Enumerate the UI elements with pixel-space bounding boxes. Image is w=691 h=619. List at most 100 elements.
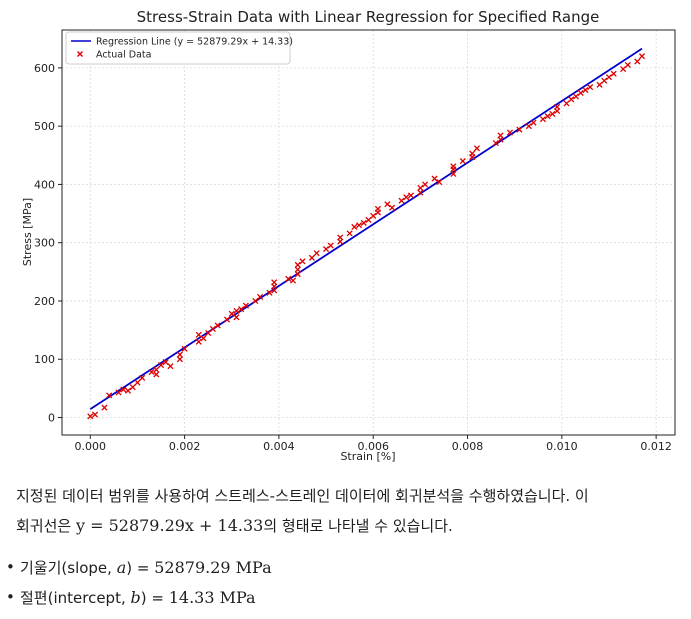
data-point-stroke [605, 74, 613, 81]
data-point [436, 179, 443, 186]
data-point-stroke [153, 366, 160, 373]
data-point-stroke [337, 234, 344, 241]
data-point-stroke [256, 293, 264, 300]
data-point-stroke [450, 163, 457, 170]
data-point-stroke [436, 179, 443, 186]
legend-box [65, 31, 291, 65]
data-point-stroke [271, 279, 278, 286]
data-point [153, 366, 160, 373]
data-point-stroke [228, 310, 235, 317]
data-point-stroke [587, 84, 594, 91]
y-tick-label: 600 [34, 62, 55, 75]
paragraph: 지정된 데이터 범위를 사용하여 스트레스-스트레인 데이터에 회귀분석을 수행… [16, 482, 681, 541]
data-point [516, 126, 523, 133]
y-tick-label: 300 [34, 237, 55, 250]
slope-value: 52879.29 MPa [154, 558, 272, 577]
data-point [294, 271, 301, 278]
data-point-stroke [530, 119, 537, 126]
data-point-stroke [285, 275, 292, 282]
data-point-stroke [327, 242, 334, 249]
data-point-stroke [554, 103, 561, 110]
chart-svg: Stress-Strain Data with Linear Regressio… [0, 0, 691, 470]
data-point [91, 411, 99, 418]
data-point-stroke [563, 100, 570, 107]
data-point-stroke [176, 356, 183, 363]
data-point [417, 184, 424, 191]
data-point [228, 310, 235, 317]
plot-frame [61, 29, 676, 436]
list-item-intercept: • 절편(intercept, b) = 14.33 MPa [6, 583, 681, 613]
data-point-stroke [134, 379, 141, 386]
data-point-stroke [129, 384, 136, 391]
legend-x-marker-icon [77, 51, 83, 57]
data-point-stroke [572, 93, 580, 100]
data-point [167, 363, 174, 370]
data-point [266, 289, 273, 296]
data-point [549, 110, 556, 117]
data-point [605, 74, 613, 81]
data-point [450, 170, 457, 177]
data-point-stroke [351, 223, 358, 231]
data-point-stroke [313, 250, 320, 257]
chart-background [0, 0, 691, 470]
data-point [506, 129, 514, 136]
data-point [209, 325, 216, 333]
data-point-stroke [101, 404, 108, 411]
data-point-stroke [403, 194, 410, 201]
data-point [620, 65, 627, 73]
data-point [238, 306, 245, 313]
data-point-stroke [459, 158, 466, 165]
paragraph-line-1: 지정된 데이터 범위를 사용하여 스트레스-스트레인 데이터에 회귀분석을 수행… [16, 487, 589, 505]
slope-label: 기울기(slope, [20, 559, 117, 577]
data-point-stroke [577, 89, 584, 96]
data-point-stroke [384, 201, 391, 208]
data-point [205, 329, 212, 337]
y-tick-label: 500 [34, 120, 55, 133]
data-point [124, 387, 132, 394]
data-point-stroke [356, 222, 363, 229]
data-point [139, 374, 146, 381]
data-point [134, 379, 141, 386]
data-point [407, 192, 414, 199]
data-point-stroke [346, 230, 353, 237]
data-point [473, 145, 481, 152]
chart-title: Stress-Strain Data with Linear Regressio… [137, 8, 600, 26]
data-point [360, 219, 367, 226]
data-point [398, 197, 405, 204]
data-point-stroke [596, 81, 603, 88]
data-point [153, 371, 160, 378]
data-point [256, 293, 264, 300]
data-point-stroke [294, 261, 301, 268]
data-point [587, 84, 594, 91]
data-point-stroke [417, 184, 424, 191]
data-point-stroke [407, 192, 414, 199]
grid-lines [62, 30, 675, 435]
y-axis-label: Stress [MPa] [21, 198, 34, 266]
data-point [582, 86, 589, 94]
data-point-stroke [157, 362, 165, 369]
data-point [106, 392, 113, 399]
data-point [308, 254, 315, 261]
data-point-stroke [308, 254, 315, 261]
data-point [389, 204, 396, 211]
data-point [313, 250, 320, 257]
data-point [563, 100, 570, 107]
data-point-stroke [148, 369, 155, 376]
data-point-stroke [544, 113, 551, 120]
regression-equation: y = 52879.29x + 14.33 [75, 516, 264, 535]
data-point-stroke [200, 335, 207, 342]
data-point [422, 181, 429, 188]
x-tick-label: 0.008 [452, 440, 484, 453]
data-point [176, 351, 183, 358]
data-point-stroke [398, 197, 405, 204]
explanation-text: 지정된 데이터 범위를 사용하여 스트레스-스트레인 데이터에 회귀분석을 수행… [6, 482, 681, 613]
x-tick-label: 0.006 [357, 440, 389, 453]
data-point [195, 338, 202, 345]
data-point [624, 61, 631, 69]
x-tick-label: 0.002 [169, 440, 201, 453]
x-tick-label: 0.000 [75, 440, 107, 453]
data-point-stroke [417, 189, 424, 196]
x-tick-label: 0.010 [546, 440, 578, 453]
data-point-stroke [195, 331, 202, 338]
regression-layer [89, 47, 643, 410]
